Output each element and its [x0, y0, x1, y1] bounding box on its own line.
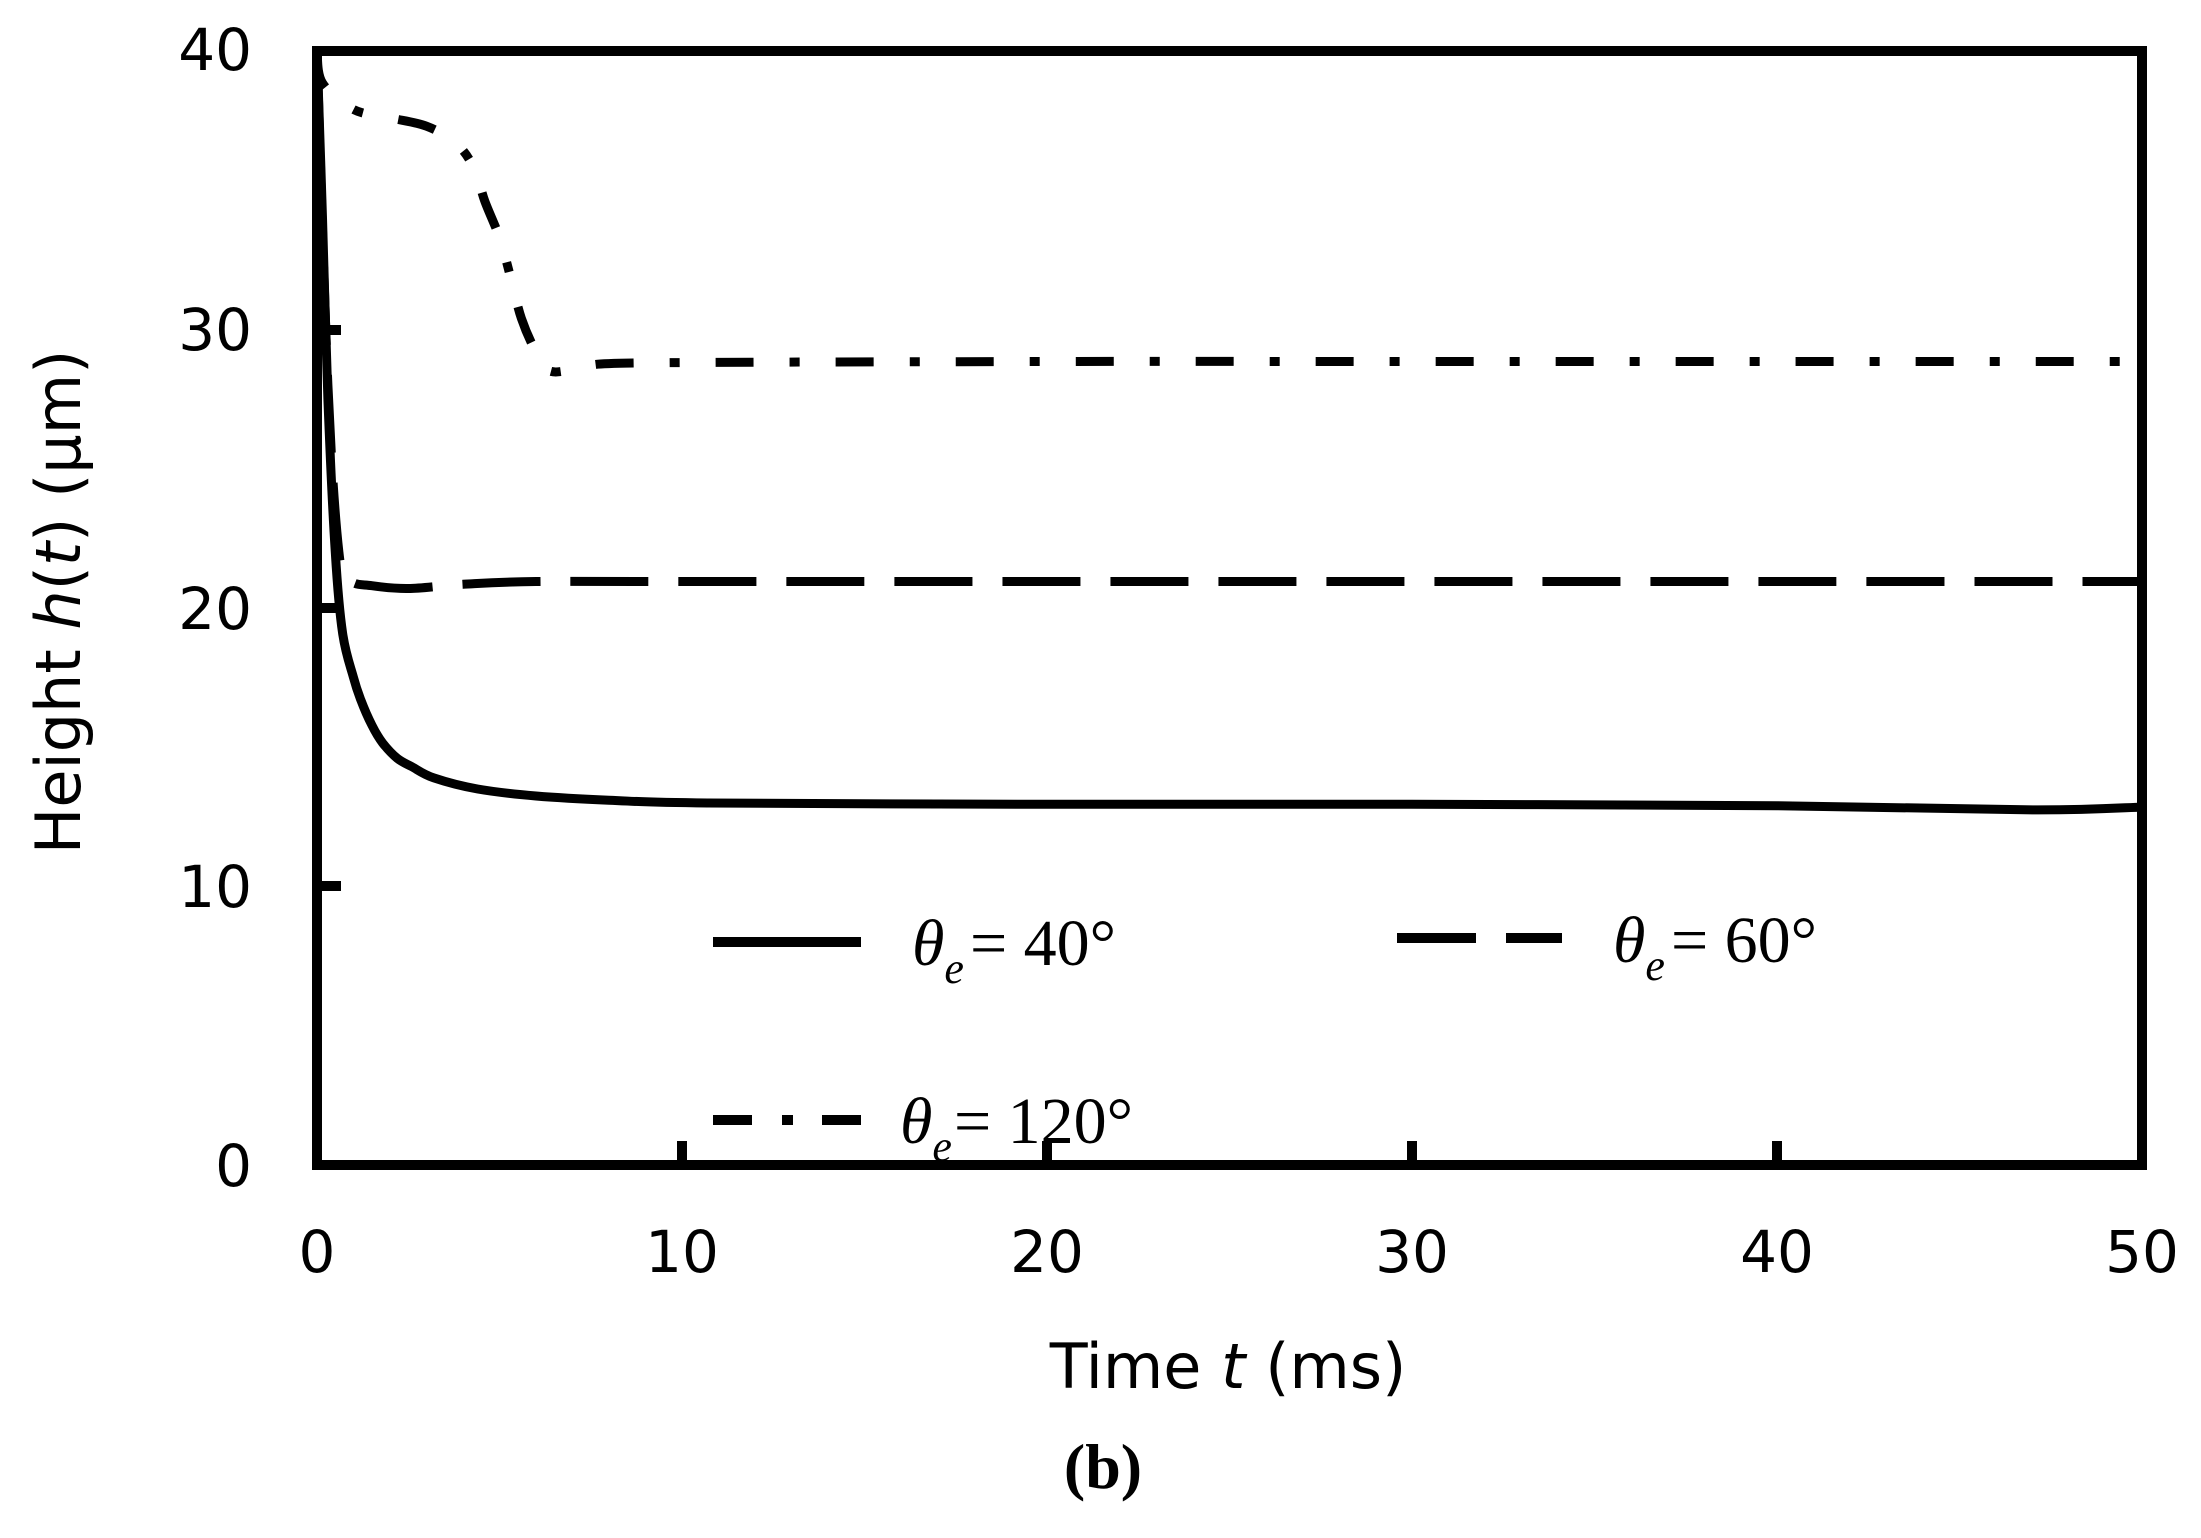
- x-tick-label: 10: [645, 1218, 719, 1286]
- legend-item-40: θe= 40°: [713, 907, 1116, 993]
- y-tick-labels: 0 10 20 30 40: [178, 16, 252, 1200]
- x-ticks: [677, 1141, 1782, 1165]
- x-tick-labels: 0 10 20 30 40 50: [299, 1218, 2179, 1286]
- x-tick-label: 40: [1740, 1218, 1814, 1286]
- series-theta-40-solid: [312, 50, 2143, 815]
- x-tick-label: 30: [1375, 1218, 1449, 1286]
- legend-label: θe= 40°: [912, 907, 1116, 993]
- series-theta-60-dashed: [312, 50, 2142, 594]
- y-tick-label: 30: [178, 296, 252, 364]
- y-tick-label: 0: [215, 1132, 252, 1200]
- y-tick-label: 20: [178, 575, 252, 643]
- x-tick-label: 0: [299, 1218, 336, 1286]
- x-tick-label: 20: [1010, 1218, 1084, 1286]
- x-axis-label: Time t (ms): [1049, 1330, 1407, 1403]
- legend: θe= 40° θe= 60° θe= 120°: [713, 904, 1817, 1171]
- legend-item-120: θe= 120°: [713, 1085, 1133, 1171]
- panel-label: (b): [1064, 1431, 1142, 1502]
- plot-frame: [312, 46, 2147, 1170]
- series-theta-120-dashdot: [312, 50, 2142, 377]
- x-tick-label: 50: [2105, 1218, 2179, 1286]
- y-tick-label: 10: [178, 853, 252, 921]
- series-group: [312, 50, 2143, 815]
- y-tick-label: 40: [178, 16, 252, 84]
- legend-label: θe= 120°: [900, 1085, 1133, 1171]
- legend-label: θe= 60°: [1613, 904, 1817, 990]
- y-axis-label: Height h(t) (μm): [22, 350, 95, 855]
- legend-item-60: θe= 60°: [1397, 904, 1817, 990]
